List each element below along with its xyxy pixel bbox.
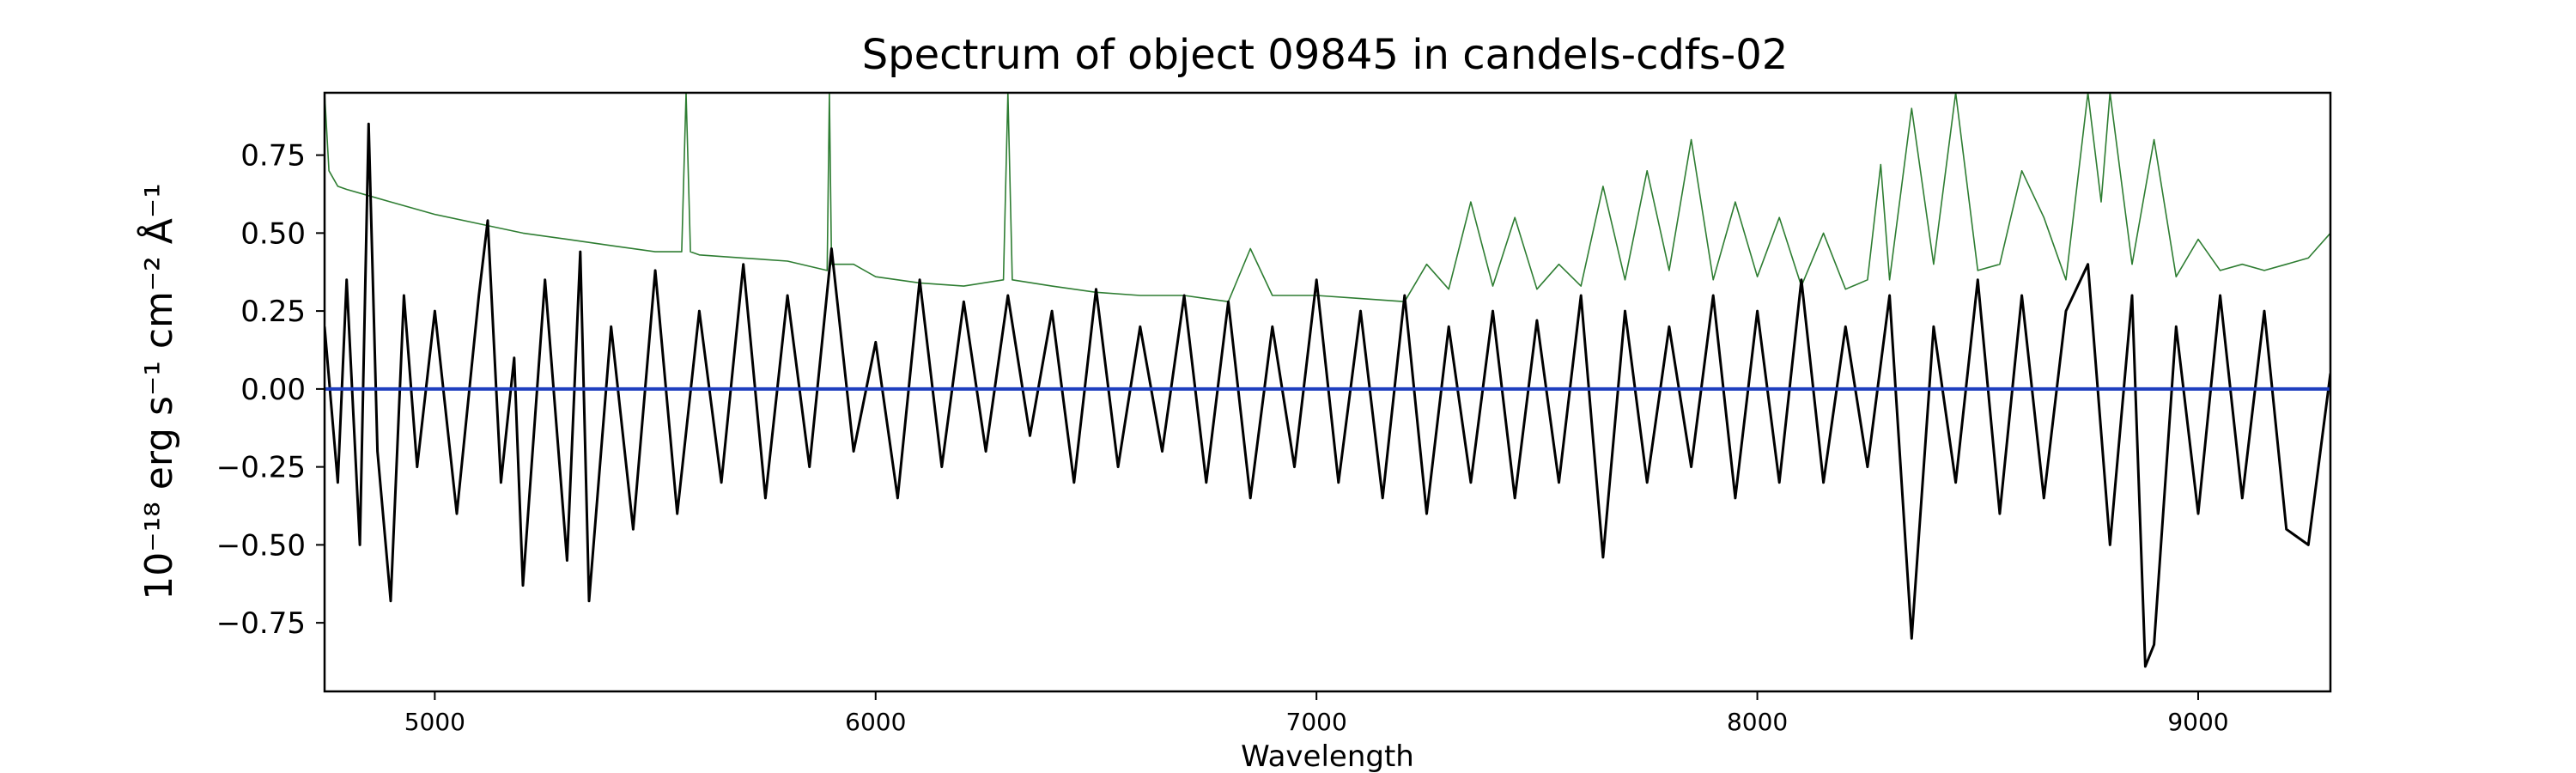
x-tick-label: 8000 bbox=[1727, 708, 1788, 736]
series-group bbox=[325, 93, 2330, 668]
plot-area bbox=[323, 91, 2332, 693]
series-line-2 bbox=[325, 93, 2330, 303]
y-axis-ticks: 0.75 0.50 0.25 0.00 −0.25 −0.50 −0.75 bbox=[216, 139, 325, 641]
x-axis-label: Wavelength bbox=[1241, 740, 1414, 773]
x-axis-ticks: 5000 6000 7000 8000 9000 bbox=[404, 691, 2229, 736]
x-tick-label: 6000 bbox=[845, 708, 906, 736]
x-tick-label: 9000 bbox=[2167, 708, 2228, 736]
x-tick-label: 7000 bbox=[1286, 708, 1347, 736]
y-tick-label: −0.25 bbox=[216, 451, 306, 485]
y-tick-label: −0.75 bbox=[216, 606, 306, 641]
plot-frame bbox=[323, 91, 2332, 693]
y-tick-label: 0.75 bbox=[240, 139, 306, 173]
series-line-1 bbox=[325, 122, 2330, 668]
y-tick-label: 0.00 bbox=[240, 373, 306, 407]
y-tick-label: 0.25 bbox=[240, 295, 306, 329]
y-tick-label: 0.50 bbox=[240, 216, 306, 251]
y-tick-label: −0.50 bbox=[216, 528, 306, 563]
x-tick-label: 5000 bbox=[404, 708, 465, 736]
y-axis-label: 10⁻¹⁸ erg s⁻¹ cm⁻² Å⁻¹ bbox=[136, 183, 181, 600]
chart-title: Spectrum of object 09845 in candels-cdfs… bbox=[862, 31, 1789, 79]
